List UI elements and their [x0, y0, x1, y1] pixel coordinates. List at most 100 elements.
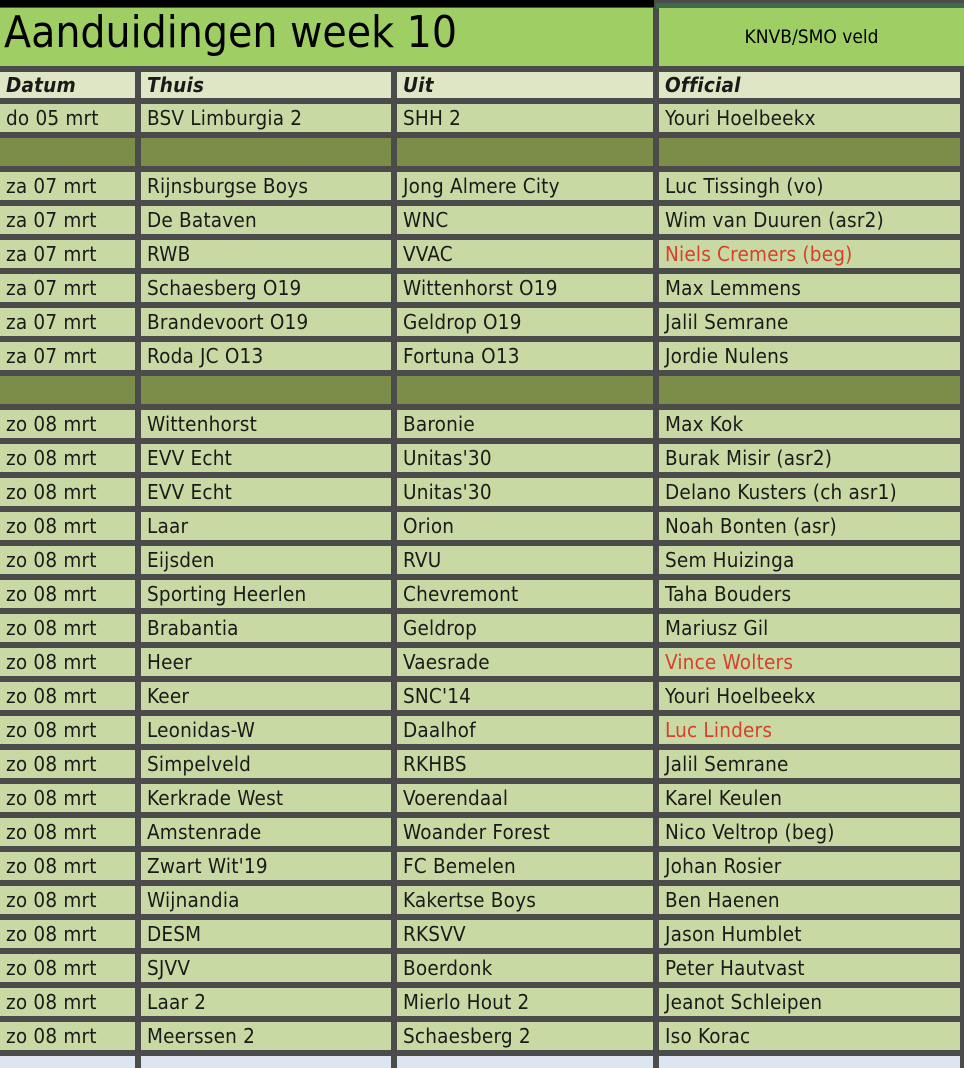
header-official[interactable]: Official	[659, 72, 960, 98]
cell-uit[interactable]: WNC	[397, 206, 653, 234]
cell-uit[interactable]: RKHBS	[397, 750, 653, 778]
cell-official[interactable]: Jeanot Schleipen	[659, 988, 960, 1016]
cell-thuis[interactable]: Roda JC O13	[141, 342, 391, 370]
cell-datum[interactable]: zo 08 mrt	[0, 478, 135, 506]
cell-official[interactable]: Johan Rosier	[659, 852, 960, 880]
cell-datum[interactable]: za 07 mrt	[0, 240, 135, 268]
cell-datum[interactable]: zo 08 mrt	[0, 410, 135, 438]
cell-uit[interactable]: Orion	[397, 512, 653, 540]
cell-datum[interactable]: zo 08 mrt	[0, 784, 135, 812]
cell-datum[interactable]: zo 08 mrt	[0, 750, 135, 778]
cell-official[interactable]: Vince Wolters	[659, 648, 960, 676]
cell-uit[interactable]: SHH 2	[397, 104, 653, 132]
cell-datum[interactable]	[0, 1056, 135, 1068]
cell-uit[interactable]: Schaesberg 2	[397, 1022, 653, 1050]
cell-official[interactable]	[659, 138, 960, 166]
cell-uit[interactable]: Mierlo Hout 2	[397, 988, 653, 1016]
cell-official[interactable]: Max Kok	[659, 410, 960, 438]
cell-official[interactable]	[659, 1056, 960, 1068]
cell-thuis[interactable]: Wijnandia	[141, 886, 391, 914]
cell-official[interactable]: Ben Haenen	[659, 886, 960, 914]
cell-thuis[interactable]: Wittenhorst	[141, 410, 391, 438]
cell-thuis[interactable]	[141, 376, 391, 404]
cell-thuis[interactable]: Rijnsburgse Boys	[141, 172, 391, 200]
cell-uit[interactable]: FC Bemelen	[397, 852, 653, 880]
cell-datum[interactable]	[0, 376, 135, 404]
cell-uit[interactable]: Geldrop O19	[397, 308, 653, 336]
sheet-subtitle[interactable]: KNVB/SMO veld	[659, 8, 964, 66]
cell-uit[interactable]: Kakertse Boys	[397, 886, 653, 914]
cell-datum[interactable]: zo 08 mrt	[0, 444, 135, 472]
cell-uit[interactable]: Unitas'30	[397, 444, 653, 472]
cell-datum[interactable]: zo 08 mrt	[0, 852, 135, 880]
cell-official[interactable]: Nico Veltrop (beg)	[659, 818, 960, 846]
cell-datum[interactable]: za 07 mrt	[0, 206, 135, 234]
cell-thuis[interactable]: Heer	[141, 648, 391, 676]
cell-datum[interactable]: zo 08 mrt	[0, 648, 135, 676]
cell-thuis[interactable]	[141, 138, 391, 166]
cell-thuis[interactable]: RWB	[141, 240, 391, 268]
cell-thuis[interactable]: Amstenrade	[141, 818, 391, 846]
cell-official[interactable]	[659, 376, 960, 404]
cell-official[interactable]: Youri Hoelbeekx	[659, 104, 960, 132]
cell-uit[interactable]	[397, 376, 653, 404]
cell-official[interactable]: Max Lemmens	[659, 274, 960, 302]
cell-thuis[interactable]: DESM	[141, 920, 391, 948]
cell-uit[interactable]: Woander Forest	[397, 818, 653, 846]
cell-thuis[interactable]: Meerssen 2	[141, 1022, 391, 1050]
cell-thuis[interactable]: Brabantia	[141, 614, 391, 642]
cell-thuis[interactable]: Schaesberg O19	[141, 274, 391, 302]
cell-official[interactable]: Delano Kusters (ch asr1)	[659, 478, 960, 506]
sheet-title[interactable]: Aanduidingen week 10	[0, 8, 653, 66]
cell-datum[interactable]: zo 08 mrt	[0, 682, 135, 710]
cell-thuis[interactable]: Kerkrade West	[141, 784, 391, 812]
cell-thuis[interactable]: Laar 2	[141, 988, 391, 1016]
cell-official[interactable]: Jalil Semrane	[659, 308, 960, 336]
cell-datum[interactable]: zo 08 mrt	[0, 920, 135, 948]
cell-thuis[interactable]: Brandevoort O19	[141, 308, 391, 336]
cell-thuis[interactable]: Leonidas-W	[141, 716, 391, 744]
cell-official[interactable]: Jason Humblet	[659, 920, 960, 948]
cell-thuis[interactable]: Sporting Heerlen	[141, 580, 391, 608]
cell-official[interactable]: Sem Huizinga	[659, 546, 960, 574]
cell-uit[interactable]	[397, 1056, 653, 1068]
cell-datum[interactable]: zo 08 mrt	[0, 886, 135, 914]
cell-uit[interactable]: VVAC	[397, 240, 653, 268]
cell-uit[interactable]: Baronie	[397, 410, 653, 438]
cell-datum[interactable]: za 07 mrt	[0, 274, 135, 302]
cell-datum[interactable]: zo 08 mrt	[0, 818, 135, 846]
cell-official[interactable]: Niels Cremers (beg)	[659, 240, 960, 268]
cell-official[interactable]: Luc Linders	[659, 716, 960, 744]
cell-thuis[interactable]: EVV Echt	[141, 444, 391, 472]
cell-thuis[interactable]: Keer	[141, 682, 391, 710]
cell-official[interactable]: Mariusz Gil	[659, 614, 960, 642]
cell-datum[interactable]: zo 08 mrt	[0, 512, 135, 540]
cell-datum[interactable]: do 05 mrt	[0, 104, 135, 132]
cell-thuis[interactable]: SJVV	[141, 954, 391, 982]
cell-uit[interactable]: SNC'14	[397, 682, 653, 710]
cell-uit[interactable]: Vaesrade	[397, 648, 653, 676]
cell-datum[interactable]: za 07 mrt	[0, 342, 135, 370]
cell-thuis[interactable]: BSV Limburgia 2	[141, 104, 391, 132]
cell-official[interactable]: Wim van Duuren (asr2)	[659, 206, 960, 234]
cell-uit[interactable]: Jong Almere City	[397, 172, 653, 200]
cell-uit[interactable]: Geldrop	[397, 614, 653, 642]
cell-official[interactable]: Peter Hautvast	[659, 954, 960, 982]
cell-datum[interactable]: zo 08 mrt	[0, 1022, 135, 1050]
cell-uit[interactable]: Boerdonk	[397, 954, 653, 982]
cell-official[interactable]: Taha Bouders	[659, 580, 960, 608]
cell-official[interactable]: Luc Tissingh (vo)	[659, 172, 960, 200]
cell-uit[interactable]: Unitas'30	[397, 478, 653, 506]
header-uit[interactable]: Uit	[397, 72, 653, 98]
cell-official[interactable]: Karel Keulen	[659, 784, 960, 812]
cell-datum[interactable]: za 07 mrt	[0, 308, 135, 336]
cell-uit[interactable]: Voerendaal	[397, 784, 653, 812]
cell-thuis[interactable]: Zwart Wit'19	[141, 852, 391, 880]
cell-thuis[interactable]: Eijsden	[141, 546, 391, 574]
cell-official[interactable]: Noah Bonten (asr)	[659, 512, 960, 540]
cell-datum[interactable]: zo 08 mrt	[0, 546, 135, 574]
cell-official[interactable]: Youri Hoelbeekx	[659, 682, 960, 710]
cell-official[interactable]: Iso Korac	[659, 1022, 960, 1050]
cell-official[interactable]: Burak Misir (asr2)	[659, 444, 960, 472]
cell-thuis[interactable]: EVV Echt	[141, 478, 391, 506]
